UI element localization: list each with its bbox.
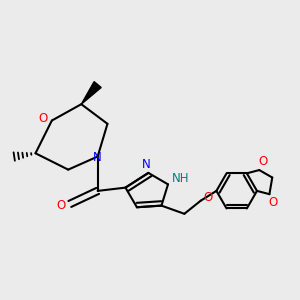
Text: O: O [268, 196, 277, 209]
Text: O: O [38, 112, 47, 125]
Text: O: O [203, 191, 212, 204]
Text: O: O [56, 199, 65, 212]
Text: N: N [142, 158, 151, 171]
Text: NH: NH [172, 172, 189, 185]
Text: N: N [93, 151, 102, 164]
Text: O: O [258, 155, 267, 168]
Polygon shape [81, 82, 101, 104]
